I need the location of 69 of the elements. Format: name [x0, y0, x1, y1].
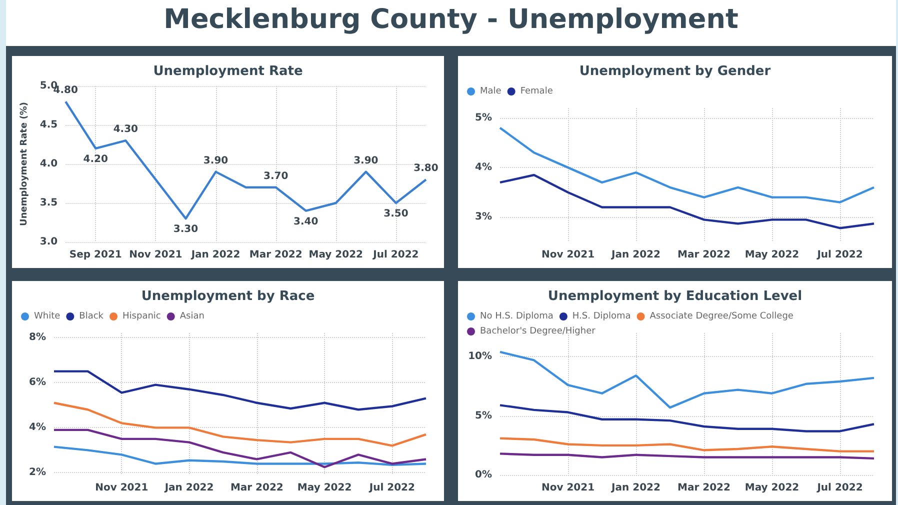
y-tick-label: 3.5 — [40, 198, 58, 208]
legend-label: White — [34, 312, 61, 322]
legend-label: Black — [79, 312, 104, 322]
y-tick-label: 4% — [29, 422, 46, 434]
data-label: 4.20 — [83, 154, 108, 165]
x-tick-label: Nov 2021 — [95, 482, 148, 494]
x-tick-label: Mar 2022 — [678, 250, 731, 260]
x-tick-label: Jan 2022 — [610, 482, 660, 494]
y-tick-label: 3.0 — [40, 236, 58, 248]
chart-title: Unemployment by Race — [141, 289, 315, 304]
x-tick-label: Jul 2022 — [816, 250, 863, 260]
y-tick-label: 8% — [29, 332, 46, 344]
legend-label: Hispanic — [122, 312, 161, 322]
x-tick-label: Nov 2021 — [541, 482, 595, 494]
x-tick-label: Jul 2022 — [816, 482, 863, 494]
chart-title: Unemployment Rate — [153, 64, 303, 79]
x-tick-label: May 2022 — [308, 250, 364, 260]
y-tick-label: 2% — [29, 467, 46, 478]
data-label: 3.50 — [384, 208, 408, 220]
line-series — [52, 428, 428, 468]
line-series — [498, 437, 876, 452]
data-label: 3.30 — [173, 224, 198, 236]
x-tick-label: Nov 2021 — [541, 250, 595, 260]
chart-title: Unemployment by Gender — [579, 64, 772, 79]
y-axis-title: Unemployment Rate (%) — [20, 102, 30, 226]
y-tick-label: 6% — [29, 377, 46, 388]
line-series — [52, 370, 428, 411]
x-tick-label: Mar 2022 — [678, 482, 731, 494]
legend-label: Associate Degree/Some College — [650, 312, 794, 322]
legend-label: Female — [520, 86, 554, 96]
x-tick-label: May 2022 — [297, 482, 352, 494]
data-label: 3.40 — [294, 216, 318, 228]
y-tick-label: 5% — [475, 410, 492, 422]
data-label: 4.30 — [113, 124, 138, 136]
legend-label: H.S. Diploma — [572, 312, 631, 322]
x-tick-label: Sep 2021 — [69, 250, 122, 260]
chart-title: Unemployment by Education Level — [548, 289, 802, 304]
legend-label: No H.S. Diploma — [480, 312, 554, 322]
legend-label: Male — [480, 86, 502, 96]
x-tick-label: Jul 2022 — [368, 482, 416, 494]
x-tick-label: Jan 2022 — [610, 250, 660, 260]
y-tick-label: 4.5 — [40, 120, 58, 130]
x-tick-label: May 2022 — [744, 250, 800, 260]
legend-label: Bachelor's Degree/Higher — [480, 326, 596, 336]
x-tick-label: Jan 2022 — [164, 482, 214, 494]
text: Mecklenburg County - Unemployment — [162, 4, 740, 35]
line-series — [498, 174, 876, 230]
data-label: 3.70 — [263, 170, 288, 182]
line-series — [52, 446, 428, 466]
legend-label: Asian — [180, 312, 204, 322]
x-tick-label: May 2022 — [744, 482, 800, 494]
x-tick-label: Mar 2022 — [249, 250, 302, 260]
y-tick-label: 5% — [475, 112, 492, 124]
y-tick-label: 10% — [468, 351, 492, 362]
line-series — [498, 350, 876, 409]
y-tick-label: 4.0 — [40, 158, 58, 170]
line-series — [498, 404, 876, 432]
y-tick-label: 4% — [475, 162, 492, 174]
y-tick-label: 0% — [475, 470, 492, 480]
data-label: 3.90 — [354, 155, 378, 166]
y-tick-label: 3% — [475, 212, 492, 223]
line-series — [52, 402, 428, 447]
line-series — [498, 126, 876, 204]
x-tick-label: Mar 2022 — [230, 482, 284, 494]
x-tick-label: Jul 2022 — [372, 250, 419, 260]
data-label: 3.90 — [203, 155, 228, 166]
x-tick-label: Nov 2021 — [129, 250, 182, 260]
data-label: 3.80 — [414, 163, 438, 174]
x-tick-label: Jan 2022 — [190, 250, 240, 260]
